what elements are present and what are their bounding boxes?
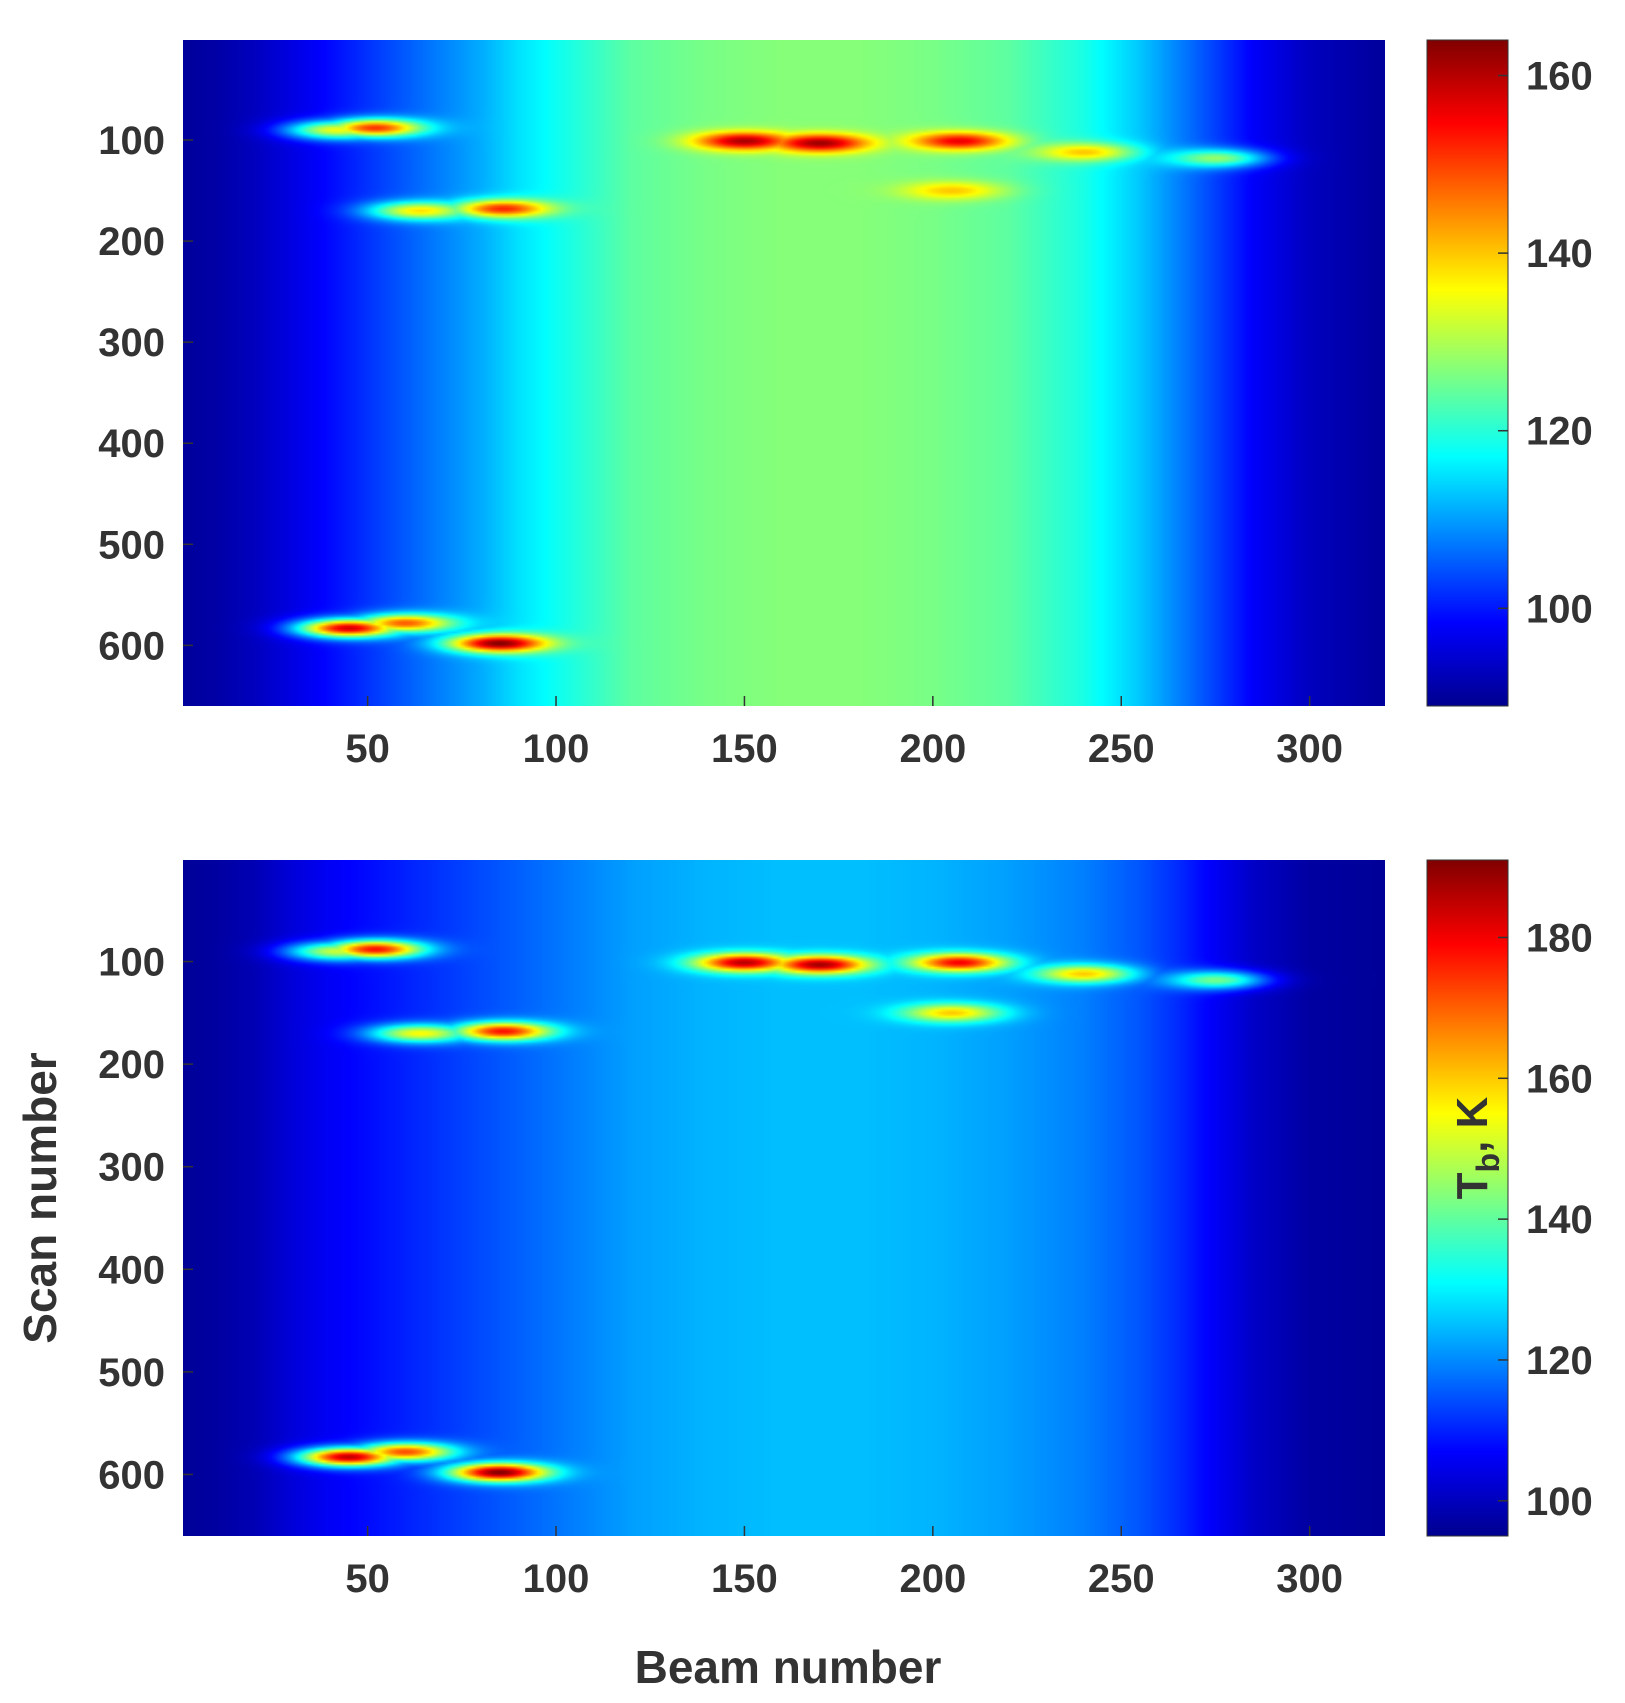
y-ticks-top: 100 200 300 400 500 600 bbox=[98, 119, 193, 668]
y-tick-label: 500 bbox=[98, 523, 165, 567]
colorbar-bottom bbox=[1426, 859, 1509, 1537]
x-tick-label: 200 bbox=[899, 1557, 966, 1601]
y-tick-label: 500 bbox=[98, 1351, 165, 1395]
y-axis-title: Scan number bbox=[14, 1052, 66, 1344]
heatmap-panel-top: 50 100 150 200 250 300 100 200 300 400 500 600 100… bbox=[98, 39, 1593, 771]
x-ticks-top: 50 100 150 200 250 300 bbox=[345, 696, 1343, 771]
y-tick-label: 400 bbox=[98, 1248, 165, 1292]
colorbar-top bbox=[1426, 39, 1509, 707]
x-tick-label: 250 bbox=[1088, 1557, 1155, 1601]
y-tick-label: 300 bbox=[98, 321, 165, 365]
x-tick-label: 100 bbox=[523, 727, 590, 771]
y-ticks-bottom: 100 200 300 400 500 600 bbox=[98, 941, 193, 1497]
y-tick-label: 600 bbox=[98, 1453, 165, 1497]
y-tick-label: 600 bbox=[98, 624, 165, 668]
x-tick-label: 300 bbox=[1276, 727, 1343, 771]
x-tick-label: 200 bbox=[899, 727, 966, 771]
colorbar-tick-label: 100 bbox=[1526, 1480, 1593, 1524]
y-tick-label: 100 bbox=[98, 941, 165, 985]
x-tick-label: 250 bbox=[1088, 727, 1155, 771]
colorbar-tick-label: 140 bbox=[1526, 1198, 1593, 1242]
colorbar-ticks-bottom: 100 120 140 160 180 bbox=[1498, 916, 1593, 1524]
colorbar-tick-label: 120 bbox=[1526, 410, 1593, 454]
x-tick-label: 50 bbox=[345, 1557, 390, 1601]
colorbar-title: Tb, K bbox=[1448, 1096, 1506, 1199]
y-tick-label: 400 bbox=[98, 422, 165, 466]
colorbar-ticks-top: 100 120 140 160 bbox=[1498, 55, 1593, 631]
colorbar-tick-label: 160 bbox=[1526, 1057, 1593, 1101]
x-tick-label: 300 bbox=[1276, 1557, 1343, 1601]
heatmap-image-bottom bbox=[183, 860, 1385, 1536]
x-tick-label: 50 bbox=[345, 727, 390, 771]
y-tick-label: 100 bbox=[98, 119, 165, 163]
x-tick-label: 100 bbox=[523, 1557, 590, 1601]
colorbar-tick-label: 100 bbox=[1526, 587, 1593, 631]
y-tick-label: 300 bbox=[98, 1146, 165, 1190]
heatmap-panel-bottom: 50 100 150 200 250 300 100 200 300 400 500 600 100… bbox=[14, 859, 1593, 1693]
x-ticks-bottom: 50 100 150 200 250 300 bbox=[345, 1526, 1343, 1601]
x-tick-label: 150 bbox=[711, 1557, 778, 1601]
heatmap-image-top bbox=[183, 40, 1385, 706]
x-tick-label: 150 bbox=[711, 727, 778, 771]
colorbar-tick-label: 180 bbox=[1526, 916, 1593, 960]
y-tick-label: 200 bbox=[98, 1043, 165, 1087]
colorbar-tick-label: 140 bbox=[1526, 232, 1593, 276]
y-tick-label: 200 bbox=[98, 220, 165, 264]
colorbar-tick-label: 160 bbox=[1526, 55, 1593, 99]
colorbar-tick-label: 120 bbox=[1526, 1339, 1593, 1383]
x-axis-title: Beam number bbox=[635, 1641, 942, 1693]
